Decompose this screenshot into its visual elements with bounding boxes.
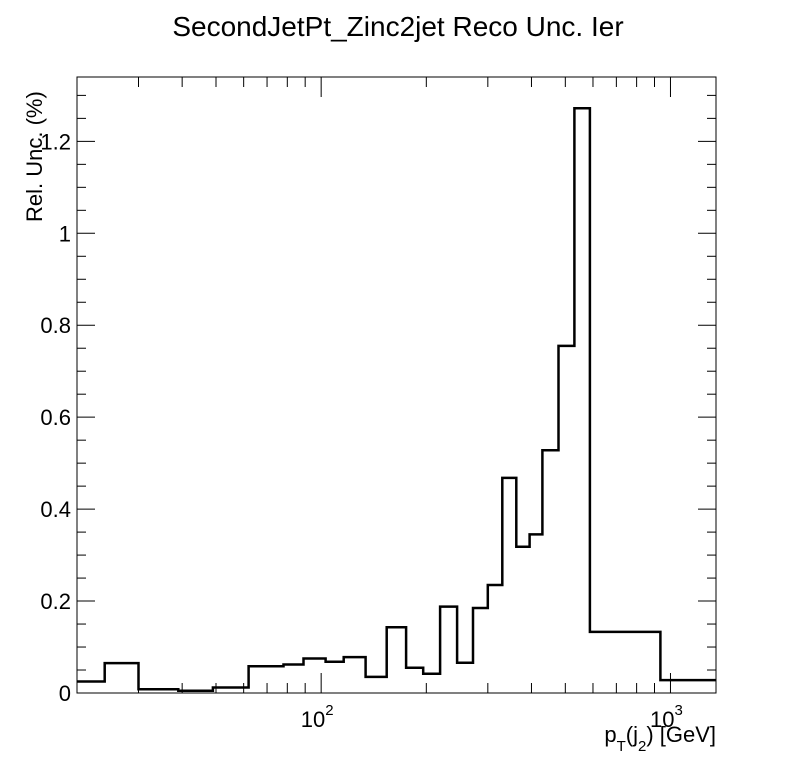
- histogram-bin: [105, 663, 139, 693]
- histogram-bin: [488, 585, 502, 693]
- x-axis-tick-labels: 102 103: [301, 702, 683, 732]
- x-axis-ticks: [76, 77, 671, 693]
- histogram-bin: [249, 666, 284, 693]
- plot-frame: [76, 76, 717, 694]
- histogram-bin: [423, 674, 440, 693]
- y-axis-label: Rel. Unc. (%): [22, 91, 47, 222]
- y-tick-label: 0: [59, 681, 71, 706]
- histogram-bin: [457, 663, 473, 693]
- histogram-bin: [542, 450, 558, 693]
- x-axis-label: pT(j2) [GeV]: [604, 722, 716, 755]
- histogram-bin: [326, 662, 344, 693]
- histogram-bins: [77, 108, 716, 693]
- histogram-bin: [283, 664, 303, 693]
- x-axis-label-end: ) [GeV]: [646, 722, 716, 747]
- y-tick-label: 0.2: [40, 589, 71, 614]
- x-axis-label-sub1: T: [617, 738, 626, 755]
- histogram-bin: [387, 627, 406, 693]
- histogram-bin: [502, 478, 516, 693]
- x-tick-label: 102: [301, 702, 334, 732]
- x-axis-label-mid: (j: [626, 722, 638, 747]
- histogram-bin: [366, 677, 387, 693]
- y-axis-tick-labels: 0 0.2 0.4 0.6 0.8 1 1.2: [40, 129, 71, 706]
- histogram-bin: [344, 657, 366, 693]
- y-axis-ticks: [77, 94, 716, 694]
- histogram-bin: [558, 346, 574, 693]
- histogram-bin: [574, 108, 589, 693]
- histogram-bin: [473, 608, 488, 693]
- histogram-bin: [590, 632, 661, 693]
- histogram-bin: [77, 682, 105, 693]
- x-axis-label-sub2: 2: [638, 738, 646, 755]
- chart-title: SecondJetPt_Zinc2jet Reco Unc. Ier: [172, 11, 623, 42]
- x-axis-label-main: p: [604, 722, 616, 747]
- x-tick-label: 103: [650, 702, 683, 732]
- histogram-bin: [406, 668, 423, 693]
- y-tick-label: 1: [59, 221, 71, 246]
- y-tick-label: 0.6: [40, 405, 71, 430]
- histogram-series-line: [77, 107, 716, 692]
- y-tick-label: 0.8: [40, 313, 71, 338]
- histogram-bin: [660, 680, 716, 693]
- y-tick-label: 0.4: [40, 497, 71, 522]
- histogram-bin: [303, 659, 325, 693]
- histogram-bin: [516, 547, 529, 693]
- y-tick-label: 1.2: [40, 129, 71, 154]
- histogram-bin: [440, 607, 457, 693]
- histogram-bin: [530, 534, 543, 693]
